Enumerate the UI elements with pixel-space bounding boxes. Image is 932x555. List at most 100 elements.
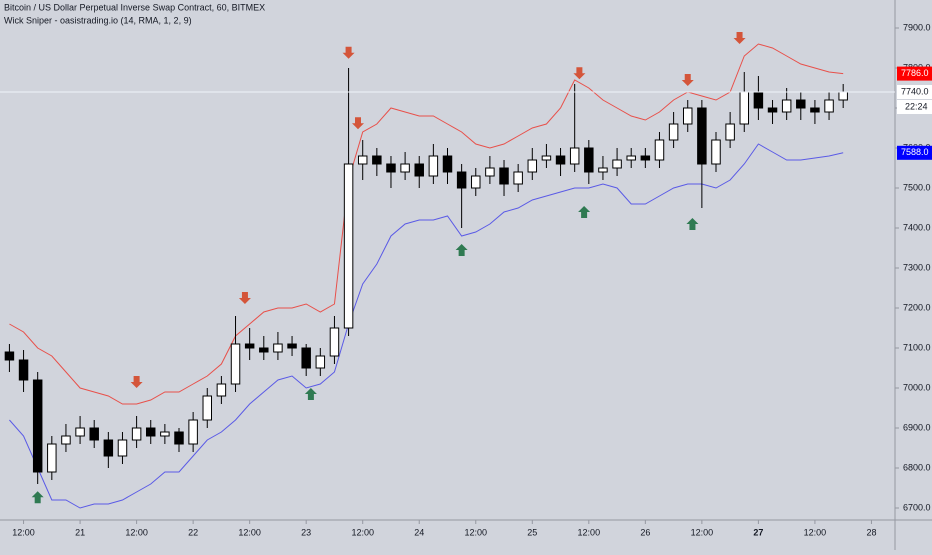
candle-body [4,351,15,361]
x-tick-label: 12:00 [351,527,374,537]
x-tick-label: 24 [414,527,424,537]
x-tick-label: 12:00 [464,527,487,537]
x-tick-label: 21 [75,527,85,537]
candle-body [711,139,721,165]
candle-body [301,347,311,369]
price-tag [897,85,932,99]
candle-body [202,395,213,421]
price-tag-label: 7740.0 [901,86,929,96]
buy-arrow [31,491,44,504]
candle-body [329,327,340,357]
candle-body [216,383,227,397]
sell-arrow [238,292,251,304]
candle-body [739,91,750,125]
x-tick-label: 23 [301,527,311,537]
price-tag [897,66,932,81]
sell-arrow [573,67,586,80]
y-tick-label: 7200.0 [903,302,931,312]
candle-body [428,155,439,177]
candle-body [640,155,651,161]
candle-body [386,163,396,173]
chart-title: Bitcoin / US Dollar Perpetual Inverse Sw… [4,2,265,12]
candle-body [117,439,128,457]
candle-body [89,427,99,441]
indicator-title: Wick Sniper - oasistrading.io (14, RMA, … [4,15,192,25]
candle-body [485,167,495,177]
candle-body [244,343,255,349]
candle-body [103,439,114,457]
candle-body [612,159,622,169]
candle-body [75,427,85,437]
candle-body [527,159,538,173]
x-tick-label: 12:00 [804,527,827,537]
candle-body [160,431,170,437]
candle-body [259,347,269,353]
countdown: 22:24 [905,101,928,111]
candle-body [626,155,636,161]
candle-body [796,99,806,109]
candle-body [131,427,142,441]
candle-body [315,355,326,369]
upper-band [9,43,844,405]
candle-body [682,107,693,125]
price-tag-label: 7588.0 [901,147,929,157]
sell-arrow [733,32,746,44]
candle-body [824,99,834,113]
y-tick-label: 7400.0 [903,222,931,232]
x-tick-label: 12:00 [125,527,148,537]
y-tick-label: 6700.0 [903,502,931,512]
candle-body [400,163,410,173]
candle-body [725,123,735,141]
candle-body [287,343,297,349]
x-tick-label: 26 [640,527,650,537]
candle-body [471,175,481,189]
buy-arrow [578,206,591,218]
sell-arrow [130,376,143,388]
x-tick-label: 25 [527,527,537,537]
candle-body [668,123,679,141]
buy-arrow [304,388,317,400]
candle-body [188,419,198,445]
candle-body [414,163,424,177]
sell-arrow [352,117,364,130]
x-tick-label: 12:00 [238,527,261,537]
y-tick-label: 7900.0 [903,22,931,32]
candle-body [781,99,792,113]
x-tick-label: 28 [866,527,876,537]
candle-body [753,91,764,109]
candle-body [273,343,283,353]
x-tick-label: 12:00 [12,527,35,537]
buy-arrow [686,218,699,230]
x-tick-label: 22 [188,527,198,537]
candle-body [598,167,608,173]
candle-body [230,343,241,385]
candle-body [584,147,594,173]
candle-body [145,427,156,437]
candle-body [343,163,354,329]
candle-body [18,359,29,381]
candle-body [838,91,848,101]
x-tick-label: 12:00 [578,527,601,537]
candle-body [654,139,665,161]
candle-body [357,155,368,165]
lower-band [9,143,844,509]
x-tick-label: 12:00 [691,527,714,537]
x-tick-label: 27 [753,527,763,537]
candle-body [569,147,580,165]
candle-body [541,155,552,161]
buy-arrow [455,244,468,256]
y-tick-label: 7300.0 [903,262,931,272]
candle-body [442,155,453,173]
candle-body [555,155,566,165]
y-tick-label: 6800.0 [903,462,931,472]
candle-body [456,171,467,189]
y-tick-label: 7500.0 [903,182,931,192]
sell-arrow [342,46,355,59]
candle-body [767,107,778,113]
candle-body [697,107,707,165]
price-tag [897,145,932,160]
price-tag-label: 7786.0 [901,68,929,78]
sell-arrow [681,74,694,86]
